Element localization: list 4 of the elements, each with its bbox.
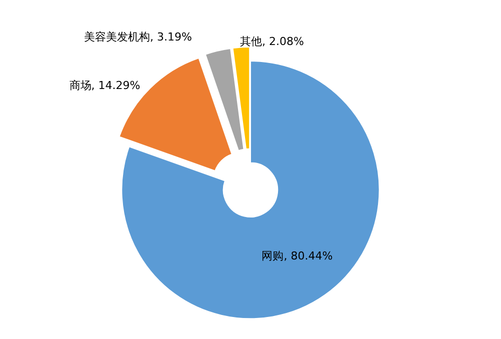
slice-label: 网购, 80.44% <box>262 250 333 262</box>
slice-label: 其他, 2.08% <box>240 34 304 48</box>
slice-label: 商场, 14.29% <box>69 78 140 92</box>
slice-label: 美容美发机构, 3.19% <box>84 30 192 44</box>
